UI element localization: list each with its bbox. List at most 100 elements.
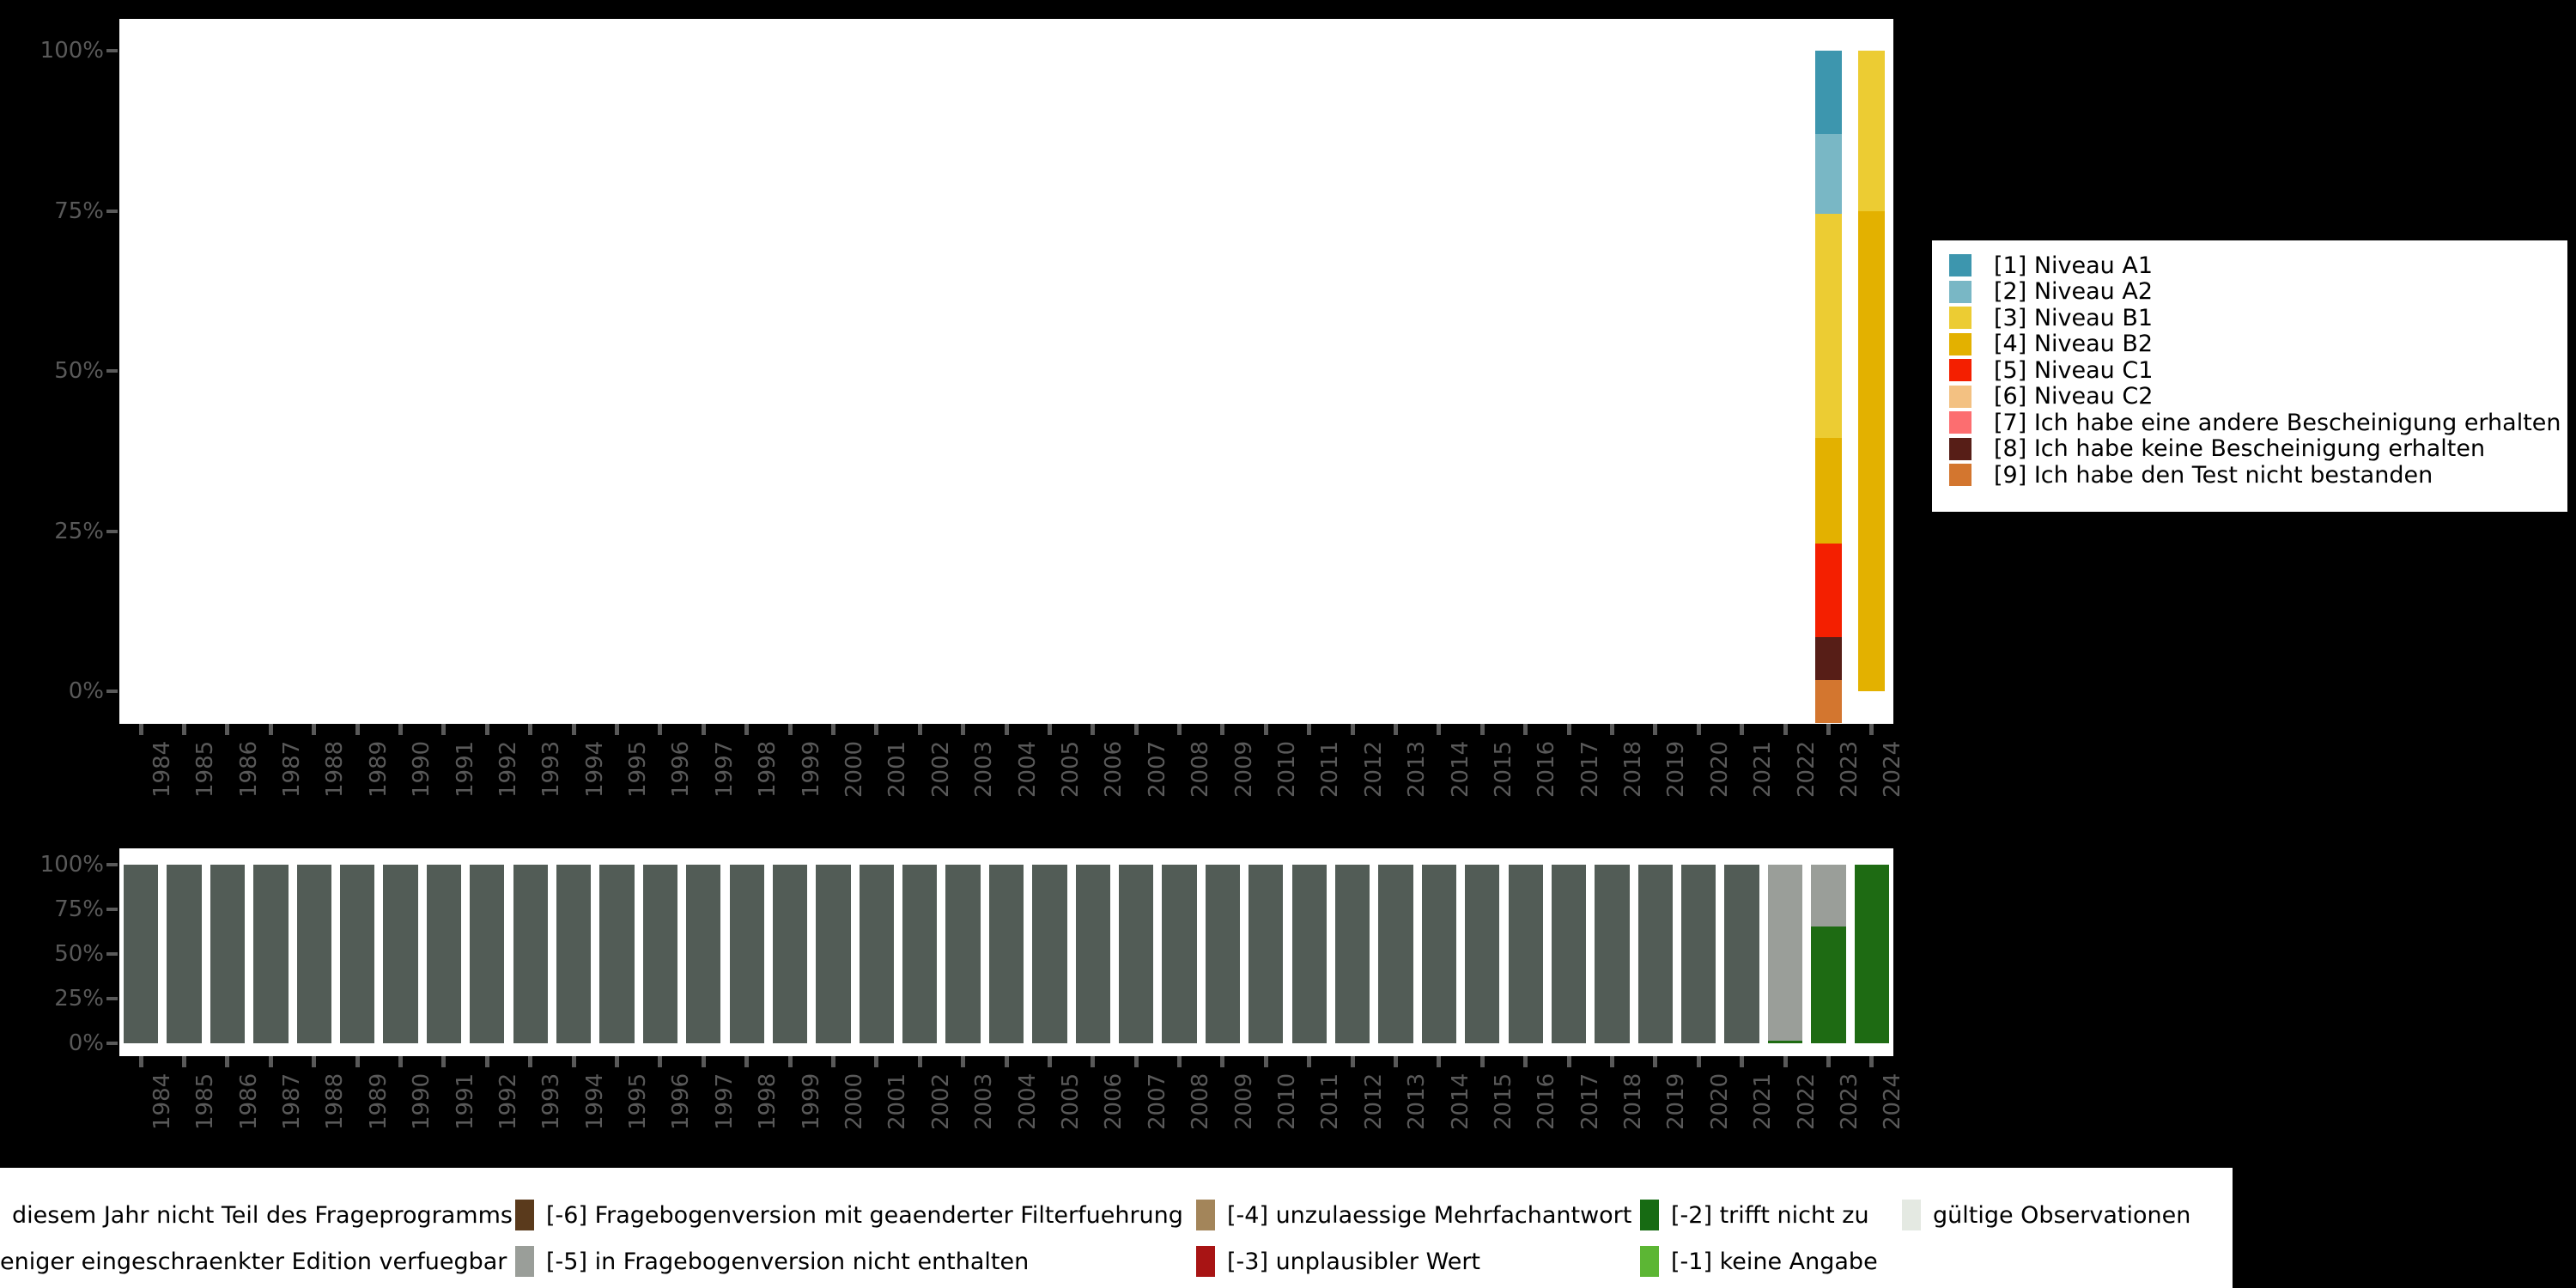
bar-column-2007[interactable] [1123,51,1150,691]
bar-segment[interactable] [470,865,505,1043]
bar-segment[interactable] [426,865,462,1043]
bar-column-1999[interactable] [772,865,808,1043]
bar-segment[interactable] [772,865,808,1043]
bar-segment[interactable] [1811,926,1846,1043]
bar-segment[interactable] [902,865,938,1043]
bar-column-2011[interactable] [1291,865,1327,1043]
bar-segment[interactable] [1681,865,1716,1043]
bar-segment[interactable] [210,865,246,1043]
value-legend-item-4[interactable]: [4] Niveau B2 [1949,331,2567,357]
bar-segment[interactable] [1421,865,1457,1043]
value-legend-item-1[interactable]: [1] Niveau A1 [1949,252,2567,279]
bar-column-2002[interactable] [902,865,938,1043]
bar-column-1986[interactable] [210,865,246,1043]
value-legend-item-5[interactable]: [5] Niveau C1 [1949,357,2567,384]
bar-segment[interactable] [729,865,764,1043]
bar-segment[interactable] [1334,865,1370,1043]
bar-column-1989[interactable] [344,51,371,691]
bar-segment[interactable] [1814,680,1843,724]
bar-column-2010[interactable] [1253,51,1279,691]
bar-segment[interactable] [124,865,159,1043]
bar-column-2005[interactable] [1036,51,1063,691]
bar-segment[interactable] [1075,865,1110,1043]
bar-column-2017[interactable] [1551,865,1587,1043]
bar-column-2019[interactable] [1642,51,1668,691]
bar-column-1996[interactable] [642,865,678,1043]
bar-segment[interactable] [988,865,1024,1043]
bar-segment[interactable] [1814,133,1843,215]
bar-column-1998[interactable] [733,51,760,691]
bar-segment[interactable] [1508,865,1543,1043]
bar-segment[interactable] [1119,865,1154,1043]
bar-column-2021[interactable] [1724,865,1759,1043]
bar-segment[interactable] [1378,865,1413,1043]
bar-segment[interactable] [1032,865,1067,1043]
bar-segment[interactable] [1767,1040,1803,1043]
bar-column-1987[interactable] [253,865,289,1043]
bar-column-2022[interactable] [1767,865,1803,1043]
bar-column-1998[interactable] [729,865,764,1043]
bar-segment[interactable] [945,865,981,1043]
bar-column-1988[interactable] [301,51,327,691]
bar-column-2017[interactable] [1555,51,1582,691]
bar-column-2004[interactable] [993,51,1019,691]
bar-column-2015[interactable] [1465,865,1500,1043]
bar-column-1987[interactable] [258,51,284,691]
bar-column-2012[interactable] [1340,51,1366,691]
value-legend-item-7[interactable]: [7] Ich habe eine andere Bescheinigung e… [1949,410,2567,436]
bar-column-1991[interactable] [426,865,462,1043]
bar-segment[interactable] [1724,865,1759,1043]
bar-column-2009[interactable] [1205,865,1241,1043]
bar-segment[interactable] [1814,438,1843,544]
bar-column-1997[interactable] [686,865,721,1043]
bar-column-2023[interactable] [1811,865,1846,1043]
bar-segment[interactable] [599,865,635,1043]
bar-segment[interactable] [1465,865,1500,1043]
bar-column-2008[interactable] [1166,51,1193,691]
bar-segment[interactable] [1205,865,1241,1043]
bar-column-2002[interactable] [907,51,933,691]
bar-column-2014[interactable] [1421,865,1457,1043]
bar-column-1997[interactable] [690,51,717,691]
bar-segment[interactable] [167,865,202,1043]
value-legend-item-6[interactable]: [6] Niveau C2 [1949,383,2567,410]
bar-segment[interactable] [383,865,418,1043]
bar-column-1999[interactable] [776,51,803,691]
bar-column-2001[interactable] [863,51,890,691]
value-legend-item-8[interactable]: [8] Ich habe keine Bescheinigung erhalte… [1949,435,2567,462]
value-legend-item-9[interactable]: [9] Ich habe den Test nicht bestanden [1949,462,2567,489]
bar-column-2015[interactable] [1469,51,1496,691]
bar-segment[interactable] [339,865,375,1043]
bar-column-2012[interactable] [1334,865,1370,1043]
bar-column-2005[interactable] [1032,865,1067,1043]
bar-segment[interactable] [1291,865,1327,1043]
bar-column-2016[interactable] [1512,51,1539,691]
bar-column-2001[interactable] [859,865,894,1043]
bar-column-2018[interactable] [1599,51,1625,691]
bar-column-2011[interactable] [1296,51,1322,691]
bar-segment[interactable] [296,865,331,1043]
bar-segment[interactable] [253,865,289,1043]
bar-segment[interactable] [1811,865,1846,927]
bar-segment[interactable] [1814,544,1843,637]
bar-column-2023[interactable] [1814,51,1843,724]
bar-column-2008[interactable] [1162,865,1197,1043]
bar-segment[interactable] [1162,865,1197,1043]
bar-segment[interactable] [642,865,678,1043]
bar-column-2010[interactable] [1249,865,1284,1043]
bar-column-2013[interactable] [1382,51,1409,691]
bar-segment[interactable] [1249,865,1284,1043]
bar-column-2021[interactable] [1728,51,1755,691]
bar-segment[interactable] [1814,636,1843,681]
bar-column-1994[interactable] [556,865,592,1043]
bar-segment[interactable] [1854,865,1889,1043]
bar-column-1996[interactable] [647,51,673,691]
bar-column-1986[interactable] [214,51,240,691]
bar-column-2013[interactable] [1378,865,1413,1043]
bar-column-1992[interactable] [474,51,501,691]
bar-column-2018[interactable] [1595,865,1630,1043]
bar-column-2020[interactable] [1681,865,1716,1043]
bar-column-2024[interactable] [1858,51,1886,691]
bar-segment[interactable] [513,865,548,1043]
bar-column-2016[interactable] [1508,865,1543,1043]
